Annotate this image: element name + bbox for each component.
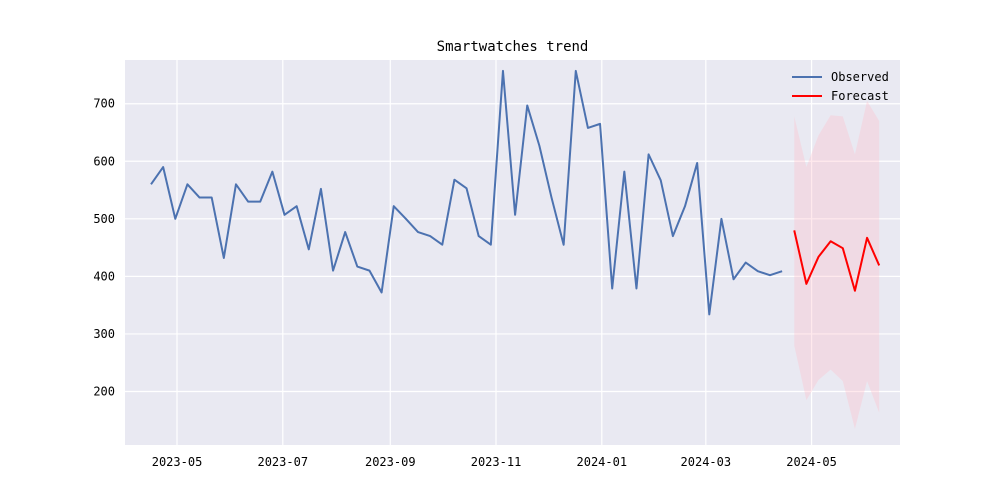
legend-label-forecast: Forecast	[831, 89, 889, 103]
x-tick-label: 2023-05	[152, 455, 203, 469]
legend: Observed Forecast	[792, 70, 889, 103]
observed-line	[150, 69, 783, 316]
plot-area	[125, 60, 900, 445]
forecast-line	[793, 230, 881, 292]
forecast-confidence-band	[794, 100, 880, 429]
confidence-bands	[794, 100, 880, 429]
x-tick-label: 2024-01	[577, 455, 628, 469]
legend-label-observed: Observed	[831, 70, 889, 84]
y-tick-label: 400	[93, 269, 115, 283]
y-tick-label: 200	[93, 384, 115, 398]
x-tick-label: 2024-05	[786, 455, 837, 469]
y-axis-ticks: 200 300 400 500 600 700	[93, 97, 115, 399]
x-tick-label: 2023-11	[471, 455, 522, 469]
grid-lines	[125, 60, 900, 445]
y-tick-label: 600	[93, 154, 115, 168]
x-axis-ticks: 2023-05 2023-07 2023-09 2023-11 2024-01 2024-…	[152, 455, 837, 469]
series-lines	[150, 69, 881, 316]
y-tick-label: 500	[93, 212, 115, 226]
y-tick-label: 700	[93, 97, 115, 111]
y-tick-label: 300	[93, 327, 115, 341]
chart-title: Smartwatches trend	[437, 39, 589, 55]
x-tick-label: 2023-07	[257, 455, 308, 469]
x-tick-label: 2023-09	[365, 455, 416, 469]
x-tick-label: 2024-03	[681, 455, 732, 469]
